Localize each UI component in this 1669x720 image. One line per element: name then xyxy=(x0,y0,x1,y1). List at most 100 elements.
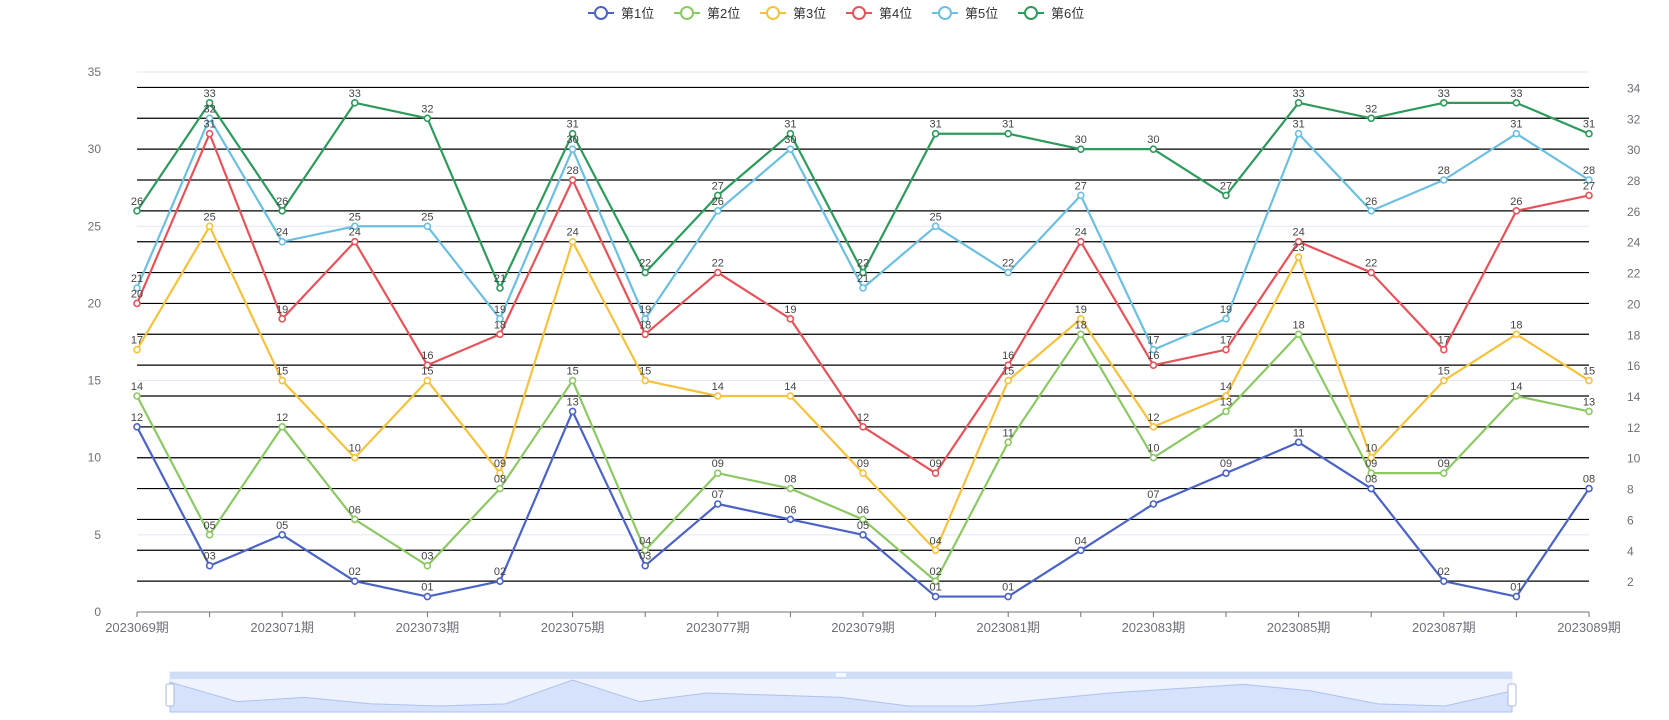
data-label: 18 xyxy=(1292,319,1304,331)
data-zoom-slider[interactable] xyxy=(165,671,1517,713)
y-left-tick-label: 0 xyxy=(94,605,101,619)
legend-item-6[interactable]: 第6位 xyxy=(1018,6,1084,21)
data-label: 26 xyxy=(131,196,143,208)
data-point xyxy=(641,546,650,555)
legend[interactable]: 第1位 第2位 第3位 第4位 第5位 第6位 xyxy=(588,6,1084,21)
data-label: 12 xyxy=(131,412,143,424)
data-point xyxy=(713,500,722,508)
data-point xyxy=(1440,577,1448,585)
y-right-tick-label: 32 xyxy=(1627,112,1641,126)
data-label: 13 xyxy=(1583,396,1595,408)
data-label: 24 xyxy=(566,227,578,239)
data-label: 33 xyxy=(1510,88,1522,100)
y-right-tick-label: 30 xyxy=(1627,143,1641,157)
data-label: 17 xyxy=(1220,335,1232,347)
data-label: 15 xyxy=(639,366,651,378)
data-point xyxy=(133,423,141,431)
y-right-tick-label: 8 xyxy=(1627,483,1634,497)
data-point xyxy=(205,114,214,123)
data-point xyxy=(1077,330,1085,339)
data-point xyxy=(1294,330,1303,339)
data-point xyxy=(350,515,359,524)
legend-label: 第6位 xyxy=(1051,6,1084,21)
data-point xyxy=(641,330,650,339)
y-axis-left: 0 5 10 15 20 25 30 35 xyxy=(88,65,102,619)
data-label: 21 xyxy=(494,273,506,285)
legend-item-5[interactable]: 第5位 xyxy=(932,6,998,21)
data-label: 31 xyxy=(1292,119,1304,131)
data-label: 24 xyxy=(1075,227,1087,239)
data-point xyxy=(1004,129,1013,138)
data-point xyxy=(1294,438,1303,447)
x-tick-label: 2023077期 xyxy=(686,620,750,635)
data-label: 11 xyxy=(1002,427,1013,439)
data-label: 19 xyxy=(784,304,796,316)
data-point xyxy=(1294,253,1303,261)
data-point xyxy=(496,577,504,585)
data-point xyxy=(1367,469,1375,477)
data-label: 30 xyxy=(1075,134,1087,146)
data-point xyxy=(1004,268,1013,277)
data-point xyxy=(859,284,867,292)
legend-item-2[interactable]: 第2位 xyxy=(674,6,740,21)
data-point xyxy=(1585,129,1593,138)
data-point xyxy=(713,392,722,400)
data-label: 18 xyxy=(1510,319,1522,331)
data-point xyxy=(1222,469,1230,477)
data-label: 09 xyxy=(494,458,506,470)
data-point xyxy=(278,423,287,431)
data-label: 21 xyxy=(857,273,869,285)
data-label: 20 xyxy=(131,288,143,300)
data-label: 22 xyxy=(712,258,724,270)
data-point xyxy=(713,191,722,200)
x-tick-label: 2023071期 xyxy=(250,620,314,635)
data-point xyxy=(278,207,287,215)
data-point xyxy=(423,222,432,231)
legend-label: 第2位 xyxy=(707,6,740,21)
data-point xyxy=(1222,392,1230,400)
data-label: 09 xyxy=(712,458,724,470)
data-point xyxy=(350,237,359,246)
data-label: 31 xyxy=(1002,119,1014,131)
data-label: 12 xyxy=(1147,412,1159,424)
data-label: 09 xyxy=(1365,458,1377,470)
data-point xyxy=(350,577,359,585)
data-label: 05 xyxy=(276,520,288,532)
legend-item-1[interactable]: 第1位 xyxy=(588,6,654,21)
data-point xyxy=(1222,191,1230,200)
data-point xyxy=(133,299,141,308)
legend-item-4[interactable]: 第4位 xyxy=(846,6,912,21)
data-point xyxy=(278,237,287,246)
data-label: 05 xyxy=(857,520,869,532)
data-point xyxy=(568,176,577,184)
y-right-tick-label: 4 xyxy=(1627,544,1634,558)
legend-marker xyxy=(1024,6,1038,20)
data-point xyxy=(1077,191,1085,200)
data-label: 31 xyxy=(1510,119,1522,131)
data-label: 27 xyxy=(1220,180,1232,192)
slider-handle-left[interactable] xyxy=(165,683,175,707)
data-label: 17 xyxy=(131,335,143,347)
x-tick-label: 2023069期 xyxy=(105,620,169,635)
x-tick-label: 2023089期 xyxy=(1557,620,1621,635)
slider-handle-right[interactable] xyxy=(1507,683,1517,707)
data-label: 30 xyxy=(1147,134,1159,146)
data-point xyxy=(641,315,650,323)
data-label: 15 xyxy=(276,366,288,378)
data-point xyxy=(1222,407,1230,416)
data-point xyxy=(859,423,867,431)
legend-marker xyxy=(680,6,694,20)
data-label: 19 xyxy=(1220,304,1232,316)
data-point xyxy=(641,561,650,570)
y-left-tick-label: 20 xyxy=(88,296,102,310)
data-label: 05 xyxy=(203,520,215,532)
data-point xyxy=(568,129,577,138)
data-point xyxy=(133,392,141,400)
data-labels: 12 03 05 02 01 02 13 03 07 06 05 01 01 04 07 09 11 08 02 01… xyxy=(131,88,1595,594)
data-label: 15 xyxy=(1438,366,1450,378)
legend-item-3[interactable]: 第3位 xyxy=(760,6,826,21)
data-point xyxy=(496,315,504,323)
data-label: 19 xyxy=(276,304,288,316)
